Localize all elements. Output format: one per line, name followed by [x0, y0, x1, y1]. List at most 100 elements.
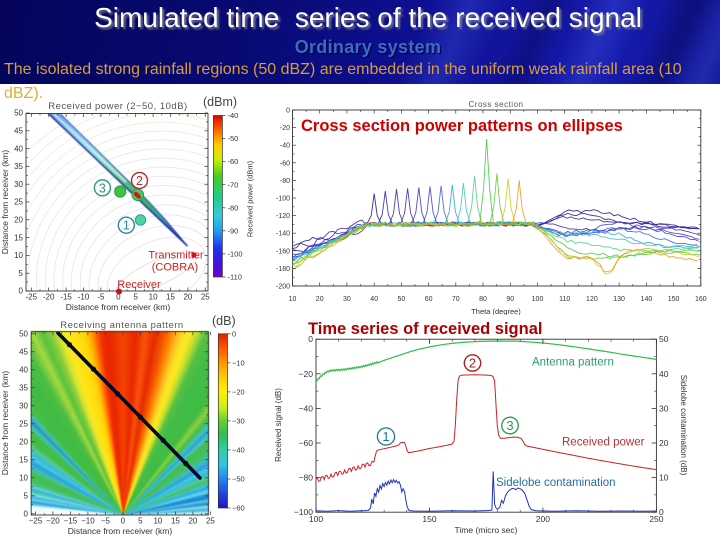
svg-text:5: 5 — [24, 491, 29, 500]
svg-text:-40: -40 — [228, 111, 239, 120]
svg-text:200: 200 — [536, 514, 550, 524]
svg-text:20: 20 — [316, 296, 324, 303]
svg-text:20: 20 — [188, 517, 197, 526]
svg-text:Received signal (dB): Received signal (dB) — [274, 388, 283, 462]
svg-text:Receiver: Receiver — [117, 279, 161, 291]
svg-text:-25: -25 — [26, 293, 38, 302]
svg-text:45: 45 — [19, 348, 28, 357]
svg-text:0: 0 — [116, 293, 121, 302]
svg-text:50: 50 — [19, 329, 28, 338]
svg-text:45: 45 — [14, 127, 23, 136]
svg-text:(COBRA): (COBRA) — [152, 262, 198, 274]
svg-text:0: 0 — [308, 334, 313, 344]
svg-text:-20: -20 — [43, 293, 55, 302]
svg-text:−50: −50 — [232, 475, 245, 484]
svg-text:−60: −60 — [299, 438, 314, 448]
svg-text:20: 20 — [659, 438, 669, 448]
svg-text:25: 25 — [206, 517, 215, 526]
svg-text:Distance from receiver (km): Distance from receiver (km) — [0, 150, 10, 255]
svg-text:(dB): (dB) — [212, 315, 236, 328]
svg-text:-60: -60 — [228, 157, 239, 166]
svg-text:5: 5 — [138, 517, 143, 526]
svg-text:150: 150 — [668, 296, 680, 303]
svg-text:2: 2 — [136, 174, 143, 188]
svg-text:10: 10 — [149, 293, 158, 302]
svg-text:Sidelobe contamination: Sidelobe contamination — [496, 477, 616, 489]
svg-text:40: 40 — [370, 296, 378, 303]
svg-text:Distance from receiver (km): Distance from receiver (km) — [66, 302, 171, 312]
svg-text:-5: -5 — [97, 293, 105, 302]
svg-text:-70: -70 — [228, 180, 239, 189]
svg-text:15: 15 — [14, 233, 23, 242]
svg-text:-80: -80 — [228, 203, 239, 212]
svg-text:2: 2 — [469, 356, 476, 371]
svg-text:-60: -60 — [280, 160, 290, 167]
svg-text:40: 40 — [19, 366, 28, 375]
svg-text:0: 0 — [19, 287, 24, 296]
svg-text:−20: −20 — [46, 517, 60, 526]
svg-text:130: 130 — [613, 296, 625, 303]
svg-text:-10: -10 — [78, 293, 90, 302]
svg-text:Time series of received signal: Time series of received signal — [308, 320, 542, 338]
svg-text:10: 10 — [659, 473, 669, 483]
svg-text:15: 15 — [171, 517, 180, 526]
svg-text:Antenna pattern: Antenna pattern — [532, 357, 614, 369]
svg-text:-110: -110 — [228, 273, 242, 282]
svg-text:Sidelobe contamination (dB): Sidelobe contamination (dB) — [679, 375, 688, 476]
svg-text:40: 40 — [14, 144, 23, 153]
svg-text:−20: −20 — [299, 369, 314, 379]
svg-text:0: 0 — [121, 517, 126, 526]
svg-text:120: 120 — [586, 296, 598, 303]
svg-text:−10: −10 — [81, 517, 95, 526]
svg-text:-20: -20 — [280, 125, 290, 132]
svg-text:Received power (dBm): Received power (dBm) — [246, 160, 255, 237]
svg-text:−80: −80 — [299, 473, 314, 483]
svg-text:-120: -120 — [276, 213, 290, 220]
svg-text:5: 5 — [133, 293, 138, 302]
svg-text:1: 1 — [123, 219, 130, 233]
svg-text:5: 5 — [19, 269, 24, 278]
svg-text:35: 35 — [19, 384, 28, 393]
svg-text:Transmitter: Transmitter — [148, 250, 204, 262]
svg-text:80: 80 — [479, 296, 487, 303]
svg-text:-100: -100 — [228, 250, 243, 259]
svg-text:15: 15 — [19, 455, 28, 464]
svg-text:0: 0 — [286, 108, 290, 115]
svg-text:70: 70 — [452, 296, 460, 303]
svg-text:50: 50 — [14, 109, 23, 118]
svg-text:10: 10 — [19, 473, 28, 482]
svg-text:3: 3 — [99, 181, 106, 195]
svg-text:160: 160 — [695, 296, 707, 303]
svg-text:1: 1 — [382, 429, 389, 444]
svg-text:(dBm): (dBm) — [203, 95, 237, 109]
svg-text:Theta (degree): Theta (degree) — [471, 307, 521, 315]
svg-text:−10: −10 — [232, 358, 245, 367]
svg-text:-90: -90 — [228, 226, 239, 235]
svg-text:20: 20 — [14, 216, 23, 225]
svg-text:35: 35 — [14, 162, 23, 171]
svg-text:Cross section: Cross section — [469, 100, 524, 109]
svg-text:Cross section power patterns o: Cross section power patterns on ellipses — [301, 117, 623, 135]
svg-text:-50: -50 — [228, 134, 239, 143]
svg-text:−5: −5 — [101, 517, 111, 526]
svg-text:-100: -100 — [276, 196, 290, 203]
svg-text:30: 30 — [659, 403, 669, 413]
svg-text:30: 30 — [19, 402, 28, 411]
svg-text:10: 10 — [14, 251, 23, 260]
svg-text:100: 100 — [532, 296, 544, 303]
svg-text:250: 250 — [649, 514, 663, 524]
svg-text:-160: -160 — [276, 248, 290, 255]
svg-text:−40: −40 — [299, 403, 314, 413]
svg-text:-15: -15 — [60, 293, 72, 302]
svg-text:40: 40 — [659, 369, 669, 379]
svg-text:−60: −60 — [232, 504, 245, 513]
svg-text:Received power: Received power — [562, 437, 645, 449]
svg-text:10: 10 — [153, 517, 162, 526]
svg-text:50: 50 — [659, 334, 669, 344]
svg-text:60: 60 — [425, 296, 433, 303]
svg-text:Time (micro sec): Time (micro sec) — [455, 525, 518, 535]
svg-text:−15: −15 — [64, 517, 78, 526]
svg-text:-80: -80 — [280, 178, 290, 185]
svg-text:10: 10 — [289, 296, 297, 303]
svg-text:25: 25 — [14, 198, 23, 207]
